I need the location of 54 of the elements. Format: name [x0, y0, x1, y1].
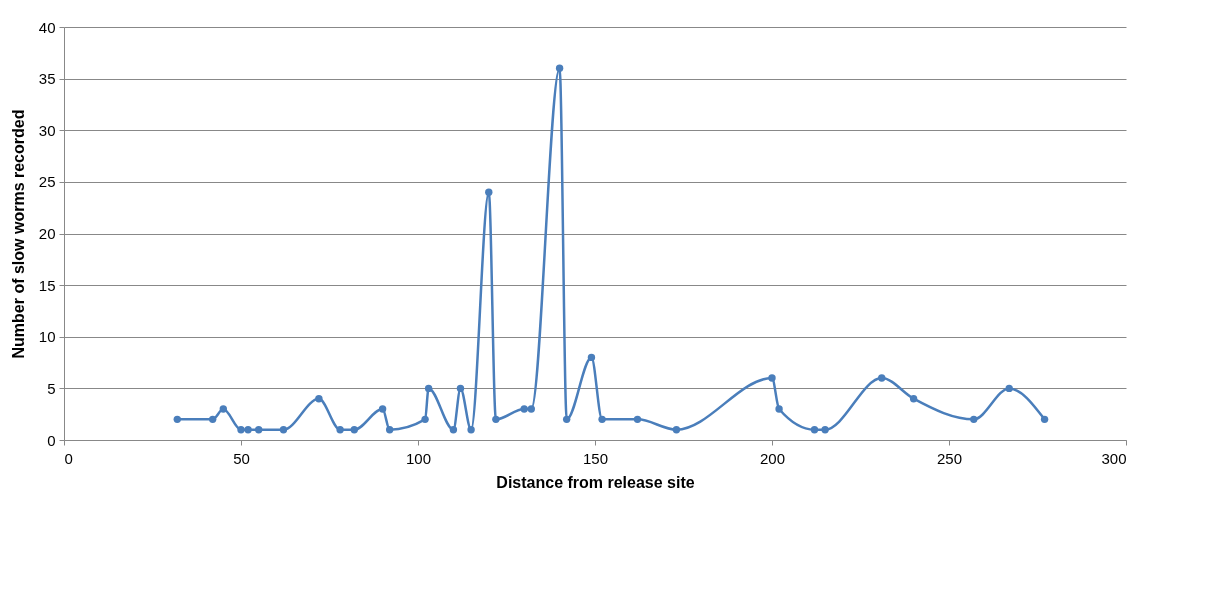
point — [467, 425, 475, 434]
y-tick-label: 20 — [38, 225, 56, 242]
point — [1005, 384, 1013, 393]
point — [555, 64, 564, 72]
point — [424, 384, 433, 393]
point — [350, 425, 358, 434]
point — [633, 415, 642, 424]
point — [173, 415, 181, 424]
point — [421, 415, 429, 424]
point — [492, 415, 500, 424]
y-tick-label: 25 — [38, 173, 56, 191]
y-axis-title: Number of slow worms recorded — [9, 109, 27, 359]
point — [587, 353, 596, 362]
point — [598, 415, 606, 424]
x-tick-label: 300 — [1101, 449, 1127, 467]
y-tick-label: 5 — [47, 379, 56, 397]
point — [970, 415, 978, 424]
point — [878, 374, 886, 382]
point — [520, 405, 528, 413]
point — [449, 425, 458, 434]
x-tick-label: 250 — [936, 449, 963, 467]
y-tick-label: 10 — [38, 328, 56, 346]
y-tick-label: 35 — [38, 70, 56, 88]
point — [775, 405, 783, 413]
y-tick-label: 30 — [38, 121, 56, 139]
point — [672, 425, 681, 434]
point — [456, 384, 465, 393]
point — [208, 415, 217, 424]
point — [562, 415, 571, 424]
point — [244, 425, 252, 434]
y-tick-label: 15 — [38, 276, 56, 294]
point — [219, 405, 228, 413]
x-tick-label: 200 — [759, 449, 786, 467]
y-tick-label: 40 — [38, 18, 56, 36]
y-tick-label: 0 — [47, 431, 56, 449]
point — [485, 188, 493, 196]
x-axis-title: Distance from release site — [496, 473, 695, 491]
point — [821, 425, 829, 434]
point — [810, 425, 819, 434]
point — [336, 425, 344, 434]
point — [378, 405, 387, 413]
point — [315, 395, 323, 403]
point — [254, 425, 263, 434]
x-tick-label: 100 — [405, 449, 432, 467]
x-tick-label: 50 — [233, 449, 250, 467]
point — [768, 374, 776, 382]
point — [1040, 415, 1049, 424]
x-tick-label: 0 — [64, 449, 73, 467]
point — [279, 425, 288, 434]
point — [237, 425, 245, 434]
point — [385, 425, 394, 434]
point — [527, 405, 535, 413]
x-tick-label: 150 — [582, 449, 609, 467]
point — [909, 395, 918, 403]
